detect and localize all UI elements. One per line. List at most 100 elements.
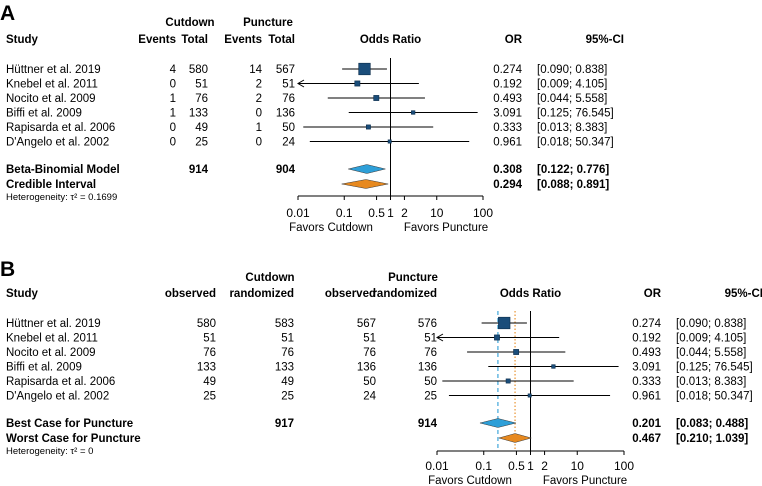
study-count: 580 bbox=[197, 318, 216, 330]
study-count: 51 bbox=[424, 333, 437, 345]
study-point-square bbox=[373, 95, 380, 101]
study-count: 25 bbox=[424, 391, 437, 403]
study-name: Nocito et al. 2009 bbox=[6, 93, 96, 105]
study-count: 1 bbox=[170, 93, 176, 105]
x-axis-tick-label: 100 bbox=[614, 459, 634, 473]
favors-cutdown-label: Favors Cutdown bbox=[428, 475, 512, 486]
group-header-puncture: Puncture bbox=[388, 272, 438, 284]
study-or-value: 0.192 bbox=[493, 79, 522, 91]
study-point-square bbox=[387, 139, 392, 144]
study-count: 583 bbox=[275, 318, 294, 330]
x-axis-tick-label: 0.1 bbox=[336, 206, 353, 220]
study-count: 25 bbox=[281, 391, 294, 403]
study-count: 0 bbox=[256, 108, 262, 120]
study-name: Nocito et al. 2009 bbox=[6, 347, 96, 359]
study-count: 76 bbox=[281, 347, 294, 359]
study-or-value: 3.091 bbox=[493, 108, 522, 120]
heterogeneity-label: Heterogeneity: τ² = 0 bbox=[6, 446, 93, 457]
summary-count: 904 bbox=[276, 164, 296, 176]
column-header-randomized: randomized bbox=[372, 288, 437, 300]
column-header-ci: 95%-CI bbox=[586, 34, 624, 46]
favors-puncture-label: Favors Puncture bbox=[543, 475, 627, 486]
study-name: Hüttner et al. 2019 bbox=[6, 318, 101, 330]
column-header-events: Events bbox=[224, 34, 262, 46]
study-count: 133 bbox=[275, 362, 294, 374]
study-name: Rapisarda et al. 2006 bbox=[6, 376, 115, 388]
panel-label: B bbox=[0, 258, 15, 281]
study-name: Biffi et al. 2009 bbox=[6, 108, 82, 120]
study-name: Biffi et al. 2009 bbox=[6, 362, 82, 374]
study-count: 24 bbox=[282, 137, 295, 149]
study-count: 576 bbox=[418, 318, 437, 330]
study-name: D'Angelo et al. 2002 bbox=[6, 137, 109, 149]
column-header-randomized: randomized bbox=[229, 288, 294, 300]
study-count: 1 bbox=[170, 108, 176, 120]
study-point-square bbox=[365, 124, 371, 130]
study-count: 14 bbox=[249, 64, 262, 76]
study-point-square bbox=[498, 316, 511, 330]
study-count: 76 bbox=[424, 347, 437, 359]
column-header-or: OR bbox=[644, 288, 662, 300]
column-header-study: Study bbox=[6, 34, 39, 46]
study-count: 50 bbox=[424, 376, 437, 388]
study-count: 0 bbox=[256, 137, 262, 149]
column-header-odds-ratio: Odds Ratio bbox=[360, 34, 421, 46]
summary-count: 917 bbox=[275, 418, 294, 430]
summary-name: Best Case for Puncture bbox=[6, 418, 133, 430]
summary-or-value: 0.201 bbox=[632, 418, 661, 430]
study-count: 136 bbox=[418, 362, 437, 374]
study-point-square bbox=[411, 110, 416, 115]
summary-or-value: 0.467 bbox=[632, 433, 661, 445]
study-or-value: 0.493 bbox=[493, 93, 522, 105]
column-header-events: Events bbox=[138, 34, 176, 46]
column-header-odds-ratio: Odds Ratio bbox=[500, 288, 561, 300]
summary-ci-value: [0.210; 1.039] bbox=[676, 433, 748, 445]
column-header-total: Total bbox=[268, 34, 295, 46]
x-axis-tick-label: 10 bbox=[571, 459, 585, 473]
column-header-ci: 95%-CI bbox=[725, 288, 762, 300]
x-axis-tick-label: 2 bbox=[401, 206, 408, 220]
study-count: 2 bbox=[256, 79, 262, 91]
study-ci-value: [0.018; 50.347] bbox=[537, 137, 614, 149]
summary-ci-value: [0.088; 0.891] bbox=[537, 179, 609, 191]
group-header-puncture: Puncture bbox=[243, 17, 293, 29]
study-or-value: 0.333 bbox=[493, 122, 522, 134]
study-ci-value: [0.125; 76.545] bbox=[676, 362, 753, 374]
study-point-square bbox=[551, 364, 556, 369]
x-axis-tick-label: 1 bbox=[387, 206, 394, 220]
study-count: 1 bbox=[256, 122, 262, 134]
group-header-cutdown: Cutdown bbox=[245, 272, 294, 284]
summary-count: 914 bbox=[189, 164, 209, 176]
study-point-square bbox=[505, 378, 511, 384]
study-count: 133 bbox=[189, 108, 208, 120]
x-axis-tick-label: 0.1 bbox=[475, 459, 492, 473]
favors-cutdown-label: Favors Cutdown bbox=[289, 222, 373, 234]
study-point-square bbox=[494, 334, 500, 341]
x-axis-tick-label: 100 bbox=[473, 206, 493, 220]
study-ci-value: [0.044; 5.558] bbox=[676, 347, 746, 359]
study-count: 76 bbox=[363, 347, 376, 359]
study-count: 76 bbox=[203, 347, 216, 359]
study-count: 4 bbox=[170, 64, 177, 76]
study-point-square bbox=[527, 393, 532, 398]
summary-name: Beta-Binomial Model bbox=[6, 164, 120, 176]
study-or-value: 3.091 bbox=[632, 362, 661, 374]
study-name: Rapisarda et al. 2006 bbox=[6, 122, 115, 134]
study-or-value: 0.961 bbox=[493, 137, 522, 149]
study-count: 25 bbox=[195, 137, 208, 149]
study-or-value: 0.274 bbox=[632, 318, 661, 330]
study-or-value: 0.493 bbox=[632, 347, 661, 359]
study-count: 49 bbox=[195, 122, 208, 134]
study-point-square bbox=[358, 62, 371, 76]
x-axis-tick-label: 0.5 bbox=[368, 206, 385, 220]
summary-count: 914 bbox=[418, 418, 438, 430]
column-header-or: OR bbox=[505, 34, 523, 46]
study-ci-value: [0.090; 0.838] bbox=[676, 318, 746, 330]
study-ci-value: [0.125; 76.545] bbox=[537, 108, 614, 120]
study-or-value: 0.333 bbox=[632, 376, 661, 388]
column-header-total: Total bbox=[181, 34, 208, 46]
x-axis-tick-label: 0.5 bbox=[508, 459, 525, 473]
favors-puncture-label: Favors Puncture bbox=[404, 222, 488, 234]
summary-diamond bbox=[348, 164, 386, 174]
